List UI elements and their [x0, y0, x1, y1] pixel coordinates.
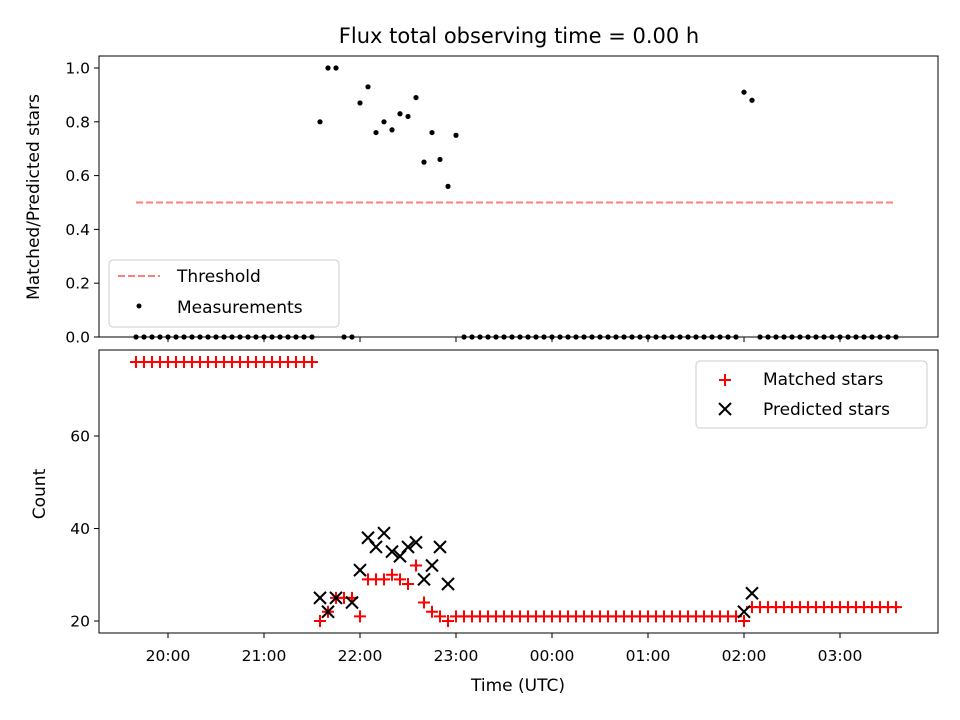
measurements-legend-swatch — [136, 303, 142, 309]
top-legend: Threshold Measurements — [108, 259, 340, 328]
x-tick-label: 21:00 — [242, 647, 287, 665]
predicted-star-point — [401, 540, 415, 554]
matched-star-point — [442, 615, 454, 627]
matched-legend-label: Matched stars — [763, 370, 883, 390]
predicted-star-point — [369, 540, 383, 554]
measurement-point — [445, 183, 451, 189]
predicted-star-point — [425, 558, 439, 573]
predicted-star-point — [433, 540, 447, 554]
predicted-star-point — [321, 605, 335, 619]
matched-star-point — [402, 578, 414, 590]
measurement-point — [365, 84, 371, 90]
matched-star-point — [394, 573, 406, 586]
measurement-point — [357, 100, 363, 106]
matched-star-point — [426, 605, 438, 618]
matched-star-point — [418, 596, 430, 609]
top-y-axis-label: Matched/Predicted stars — [24, 94, 44, 300]
measurement-point — [749, 97, 755, 103]
bottom-axes-frame — [98, 349, 939, 634]
x-tick-label: 20:00 — [146, 647, 191, 665]
measurement-point — [381, 119, 387, 125]
measurement-point — [437, 156, 443, 163]
measurement-point — [429, 129, 435, 136]
x-axis-label: Time (UTC) — [470, 676, 565, 696]
predicted-star-point — [329, 591, 343, 605]
top-y-tick-label: 0.2 — [65, 275, 90, 293]
bottom-legend: Matched stars Predicted stars — [695, 360, 928, 429]
measurement-point — [421, 159, 427, 165]
bottom-legend-box — [695, 360, 928, 429]
predicted-star-point — [345, 595, 359, 610]
matched-star-point — [890, 601, 902, 614]
bottom-x-ticks: 20:00 21:00 22:00 23:00 00:00 01:00 02:00 03:00 — [146, 633, 863, 665]
predicted-star-point — [417, 572, 431, 587]
measurement-point — [453, 132, 459, 138]
matched-star-point — [306, 356, 318, 368]
predicted-star-point — [353, 563, 367, 577]
predicted-legend-label: Predicted stars — [763, 400, 890, 420]
matched-star-point — [378, 573, 390, 586]
matched-star-point — [354, 610, 366, 623]
predicted-stars-points — [313, 526, 759, 619]
matched-star-point — [410, 559, 422, 572]
x-tick-label: 03:00 — [818, 647, 863, 665]
bottom-panel: 20:00 21:00 22:00 23:00 00:00 01:00 02:00 03:00… — [30, 349, 939, 696]
chart-title: Flux total observing time = 0.00 h — [339, 24, 699, 48]
matched-star-point — [314, 615, 326, 627]
x-tick-label: 23:00 — [434, 647, 479, 665]
x-tick-label: 00:00 — [530, 647, 575, 665]
measurement-point — [325, 65, 331, 71]
measurement-point — [405, 113, 411, 120]
predicted-star-point — [385, 544, 399, 559]
matched-stars-points — [130, 356, 902, 627]
measurement-point — [741, 89, 747, 95]
predicted-star-point — [745, 586, 759, 600]
x-tick-label: 22:00 — [338, 647, 383, 665]
top-y-tick-label: 0.4 — [65, 221, 90, 239]
threshold-legend-label: Threshold — [176, 267, 261, 287]
bottom-y-tick-label: 20 — [70, 613, 90, 631]
bottom-y-ticks: 20 40 60 — [70, 428, 99, 631]
measurement-point — [389, 127, 395, 133]
measurement-point — [397, 111, 403, 117]
matched-legend-swatch — [719, 374, 731, 386]
top-y-tick-label: 0.0 — [65, 329, 90, 347]
matched-star-point — [386, 568, 398, 581]
top-legend-box — [108, 259, 340, 328]
predicted-star-point — [377, 526, 391, 540]
x-tick-label: 02:00 — [722, 647, 767, 665]
predicted-star-point — [313, 591, 327, 605]
x-tick-label: 01:00 — [626, 647, 671, 665]
bottom-y-axis-label: Count — [30, 468, 50, 519]
top-y-ticks: 0.0 0.2 0.4 0.6 0.8 1.0 — [65, 60, 99, 347]
top-y-tick-label: 1.0 — [65, 60, 90, 78]
bottom-y-tick-label: 60 — [70, 428, 90, 446]
predicted-star-point — [409, 535, 423, 550]
top-axes-frame — [98, 55, 939, 338]
bottom-y-tick-label: 40 — [70, 520, 90, 538]
top-y-tick-label: 0.6 — [65, 167, 90, 185]
measurement-point — [413, 94, 419, 101]
measurements-legend-label: Measurements — [177, 298, 303, 318]
matched-star-point — [738, 615, 750, 627]
top-panel: Flux total observing time = 0.00 h 0.00.… — [24, 24, 939, 347]
top-y-tick-label: 0.8 — [65, 113, 90, 131]
measurement-point — [317, 119, 323, 125]
predicted-star-point — [441, 577, 455, 591]
predicted-legend-swatch — [718, 402, 732, 416]
matched-star-point — [434, 610, 446, 623]
predicted-star-point — [737, 605, 751, 619]
measurement-point — [373, 129, 379, 136]
measurement-point — [333, 65, 339, 71]
